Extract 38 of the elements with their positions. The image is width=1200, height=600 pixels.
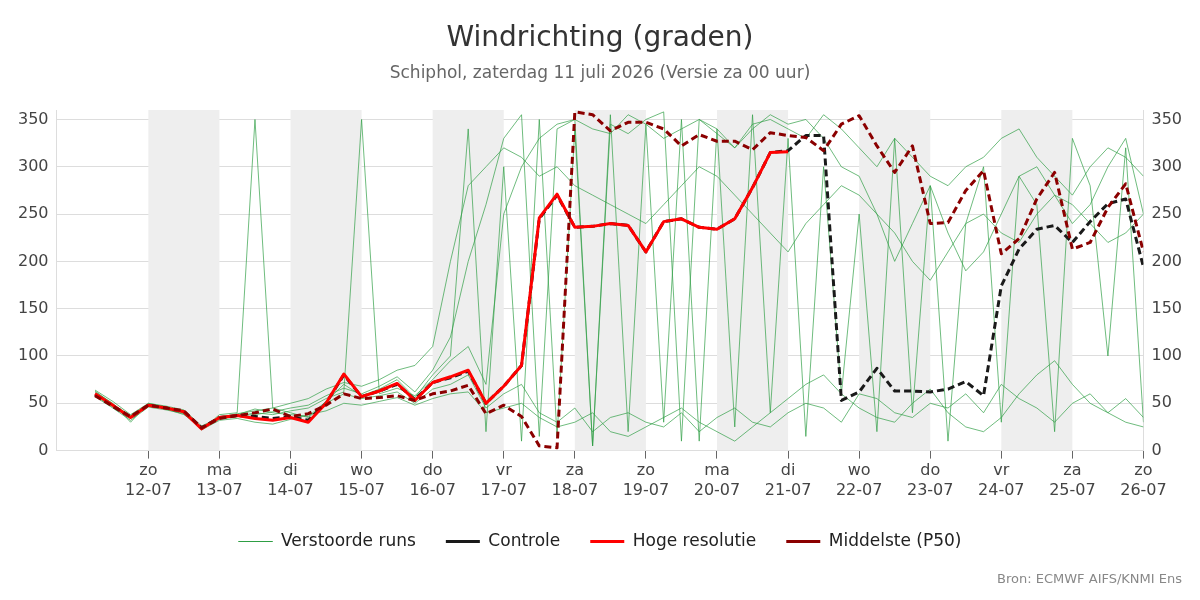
y-tick-label: 350 [17, 108, 49, 128]
text: Bron: ECMWF AIFS/KNMI Ens [997, 571, 1183, 587]
x-tick-label: wo 22-07 [835, 460, 883, 499]
chart-title: Windrichting (graden) [446, 20, 754, 54]
y-tick-label: 50 [28, 392, 49, 412]
y2-tick-label: 350 [1151, 108, 1183, 128]
x-tick-label: do 23-07 [906, 460, 954, 499]
y-tick-label: 150 [17, 297, 49, 317]
y2-tick-label: 100 [1151, 345, 1183, 365]
y2-tick-label: 0 [1151, 439, 1162, 459]
y-tick-label: 200 [17, 250, 49, 270]
y-tick-label: 250 [17, 203, 49, 223]
x-tick-label: wo 15-07 [338, 460, 385, 499]
y2-tick-label: 150 [1151, 297, 1183, 317]
x-tick-label: zo 12-07 [125, 460, 172, 499]
legend-label: Controle [488, 529, 561, 550]
chart-subtitle: Schiphol, zaterdag 11 juli 2026 (Versie za 00 uur) [389, 62, 811, 83]
x-tick-label: ma 20-07 [693, 460, 741, 499]
y2-tick-label: 250 [1151, 203, 1183, 223]
x-tick-label: ma 13-07 [196, 460, 243, 499]
legend-label: Middelste (P50) [828, 529, 962, 550]
x-tick-label: di 14-07 [267, 460, 314, 499]
x-tick-label: do 16-07 [409, 460, 456, 499]
x-tick-label: za 25-07 [1049, 460, 1096, 499]
legend-label: Hoge resolutie [632, 529, 757, 550]
x-tick-label: zo 26-07 [1120, 460, 1167, 499]
legend-label: Verstoorde runs [281, 529, 416, 550]
x-tick-label: za 18-07 [551, 460, 599, 499]
y-tick-label: 300 [17, 155, 49, 175]
x-tick-label: zo 19-07 [622, 460, 670, 499]
x-tick-label: di 21-07 [764, 460, 812, 499]
y2-tick-label: 300 [1151, 155, 1183, 175]
x-tick-label: vr 24-07 [978, 460, 1025, 499]
y-tick-label: 0 [38, 439, 49, 459]
y2-tick-label: 50 [1151, 392, 1172, 412]
y-tick-label: 100 [17, 345, 49, 365]
y2-tick-label: 200 [1151, 250, 1183, 270]
x-tick-label: vr 17-07 [480, 460, 527, 499]
